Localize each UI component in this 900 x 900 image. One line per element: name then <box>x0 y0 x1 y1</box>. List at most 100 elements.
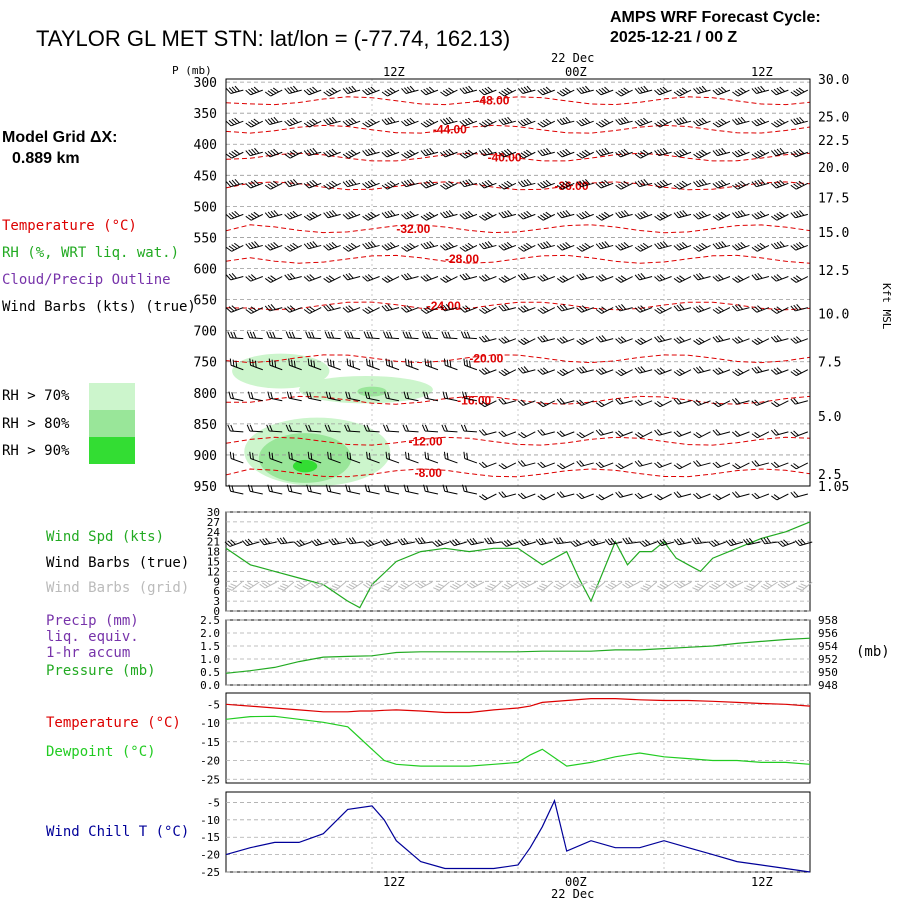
xsection-barb-flag <box>445 210 452 217</box>
xsection-barb-flag <box>712 402 719 408</box>
xsection-barb-flag <box>270 485 273 493</box>
xsection-barb-staff <box>620 89 633 97</box>
xsection-barb-flag <box>271 452 274 460</box>
true-wind-barb-flag <box>265 537 271 544</box>
xsection-barb <box>225 117 244 127</box>
xsection-barb-flag <box>562 182 569 187</box>
xsection-barb-flag <box>267 118 273 125</box>
grid-wind-barb <box>605 581 623 590</box>
xsection-barb <box>693 149 711 159</box>
xsection-barb-flag <box>718 306 725 312</box>
xsection-barb-flag <box>389 331 393 339</box>
xsection-barb-flag <box>426 119 433 125</box>
true-wind-barb-flag <box>501 541 507 547</box>
xsection-barb-flag <box>634 460 640 467</box>
xsection-barb-staff <box>678 151 692 158</box>
pressure-ticks: 3003504004505005506006507007508008509009… <box>194 76 217 495</box>
xsection-barb-staff <box>542 89 555 96</box>
xsection-barb-flag <box>423 214 430 220</box>
xsection-barb-flag <box>462 245 469 251</box>
xsection-barb <box>615 491 633 498</box>
true-wind-barb <box>587 538 606 547</box>
true-wind-barb <box>345 537 364 545</box>
grid-wind-barb <box>433 581 450 591</box>
xsection-barb <box>303 179 322 189</box>
xsection-barb <box>383 424 400 433</box>
xsection-barb-flag <box>303 309 310 314</box>
xsection-barb-flag <box>284 246 291 252</box>
xsection-barb-staff <box>640 245 653 252</box>
xsection-barb-flag <box>420 183 427 189</box>
xsection-barb-staff <box>406 120 419 127</box>
xsection-barb-flag <box>754 119 760 126</box>
xsection-barb <box>383 331 400 340</box>
xsection-barb-flag <box>405 424 409 432</box>
xsection-barb <box>342 178 361 188</box>
grid-wind-barb-flag <box>402 582 410 587</box>
xsection-barb-flag <box>679 88 686 94</box>
y-tick-label: -25 <box>200 866 220 879</box>
xsection-barb-staff <box>425 397 439 402</box>
xsection-barb-flag <box>718 213 725 218</box>
xsection-barb-flag <box>464 392 468 399</box>
xsection-barb-staff <box>464 490 478 495</box>
true-wind-barb-flag <box>299 539 305 545</box>
xsection-barb-flag <box>620 88 627 94</box>
true-wind-barb-flag <box>777 541 784 547</box>
grid-wind-barb-flag <box>640 587 647 591</box>
xsection-barb-staff <box>366 244 380 250</box>
grid-wind-barb-flag <box>659 583 666 589</box>
xsection-barb-flag <box>403 152 410 158</box>
xsection-barb-staff <box>775 151 789 157</box>
xsection-barb-flag <box>504 117 510 124</box>
xsection-barb-staff <box>756 213 770 220</box>
xsection-barb-flag <box>465 272 471 279</box>
xsection-barb-flag <box>506 87 513 93</box>
xsection-barb-flag <box>662 147 669 154</box>
xsection-barb-staff <box>736 307 750 312</box>
xsection-barb-flag <box>270 210 276 217</box>
xsection-barb-staff <box>347 120 361 127</box>
xsection-barb-staff <box>347 182 361 188</box>
xsection-barb-flag <box>517 274 524 281</box>
xsection-barb <box>264 275 283 283</box>
xsection-barb-staff <box>405 397 419 402</box>
xsection-barb-staff <box>230 182 244 188</box>
xsection-barb-flag <box>367 485 371 493</box>
grid-wind-barb-flag <box>259 583 266 589</box>
xsection-barb-flag <box>254 360 257 368</box>
xsection-barb-flag <box>349 359 352 367</box>
xsection-barb-flag <box>517 460 524 467</box>
xsection-barb-flag <box>290 86 296 93</box>
xsection-barb-flag <box>623 180 630 186</box>
xsection-barb <box>693 399 711 406</box>
xsection-barb-staff <box>717 338 731 343</box>
xsection-barb-flag <box>517 367 524 374</box>
xsection-barb-flag <box>770 462 777 468</box>
xsection-barb <box>732 148 750 158</box>
xsection-barb <box>790 275 809 283</box>
xsection-barb-flag <box>442 90 449 96</box>
xsection-barb-flag <box>231 244 238 250</box>
xsection-barb-flag <box>291 331 296 339</box>
xsection-barb <box>303 86 322 96</box>
xsection-barb-staff <box>405 182 419 188</box>
xsection-barb-flag <box>640 86 646 93</box>
xsection-barb <box>459 210 478 220</box>
xsection-barb-flag <box>270 182 277 187</box>
xsection-barb-flag <box>406 179 413 186</box>
xsection-barb <box>381 210 400 219</box>
true-wind-barb-staff <box>540 541 554 546</box>
xsection-barb-flag <box>370 86 377 92</box>
xsection-barb <box>286 391 302 402</box>
xsection-barb <box>264 148 283 158</box>
grid-wind-barb-flag <box>539 585 546 589</box>
xsection-barb-flag <box>269 424 273 432</box>
true-wind-barb-flag <box>541 537 547 544</box>
xsection-barb-flag <box>654 150 660 156</box>
true-wind-barb <box>794 538 813 547</box>
xsection-barb <box>284 242 302 252</box>
xsection-barb-flag <box>288 451 290 459</box>
xsection-barb-flag <box>264 278 271 283</box>
xsection-barb-staff <box>736 120 750 126</box>
